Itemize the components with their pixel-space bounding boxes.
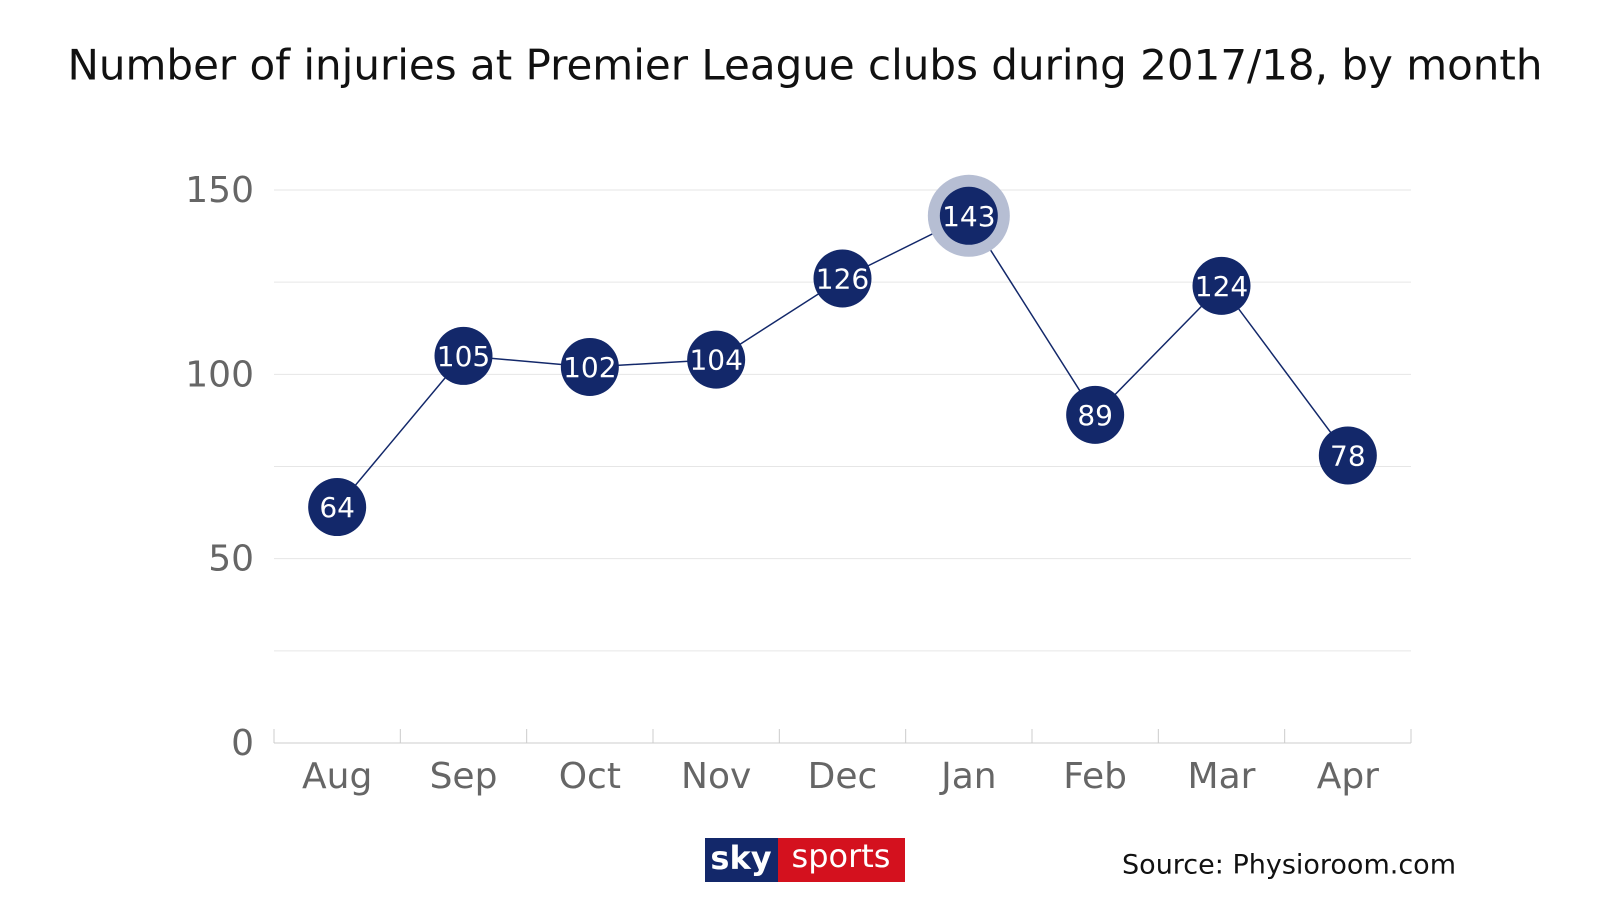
x-tick-label: Jan bbox=[939, 756, 997, 797]
x-tick-label: Mar bbox=[1188, 756, 1256, 797]
logo-left: sky bbox=[710, 839, 771, 877]
chart-title: Number of injuries at Premier League clu… bbox=[67, 41, 1542, 90]
data-label: 143 bbox=[942, 200, 995, 233]
data-label: 104 bbox=[689, 344, 742, 377]
data-label: 78 bbox=[1330, 439, 1366, 472]
point bbox=[308, 478, 367, 537]
point bbox=[560, 337, 619, 396]
point bbox=[1192, 256, 1251, 315]
y-tick-label: 50 bbox=[208, 539, 254, 580]
logo-right: sports bbox=[792, 837, 891, 875]
data-label: 89 bbox=[1077, 399, 1113, 432]
point bbox=[1318, 426, 1377, 485]
data-label: 102 bbox=[563, 351, 616, 384]
x-tick-label: Aug bbox=[302, 756, 372, 797]
x-tick-label: Sep bbox=[430, 756, 498, 797]
data-label: 126 bbox=[816, 262, 869, 295]
data-label: 105 bbox=[437, 340, 490, 373]
data-label: 124 bbox=[1195, 270, 1248, 303]
logo-right-box bbox=[778, 838, 905, 882]
logo-left-box bbox=[705, 838, 778, 882]
x-tick-label: Dec bbox=[808, 756, 878, 797]
x-tick-label: Oct bbox=[559, 756, 621, 797]
point bbox=[1066, 385, 1125, 444]
x-tick-label: Nov bbox=[681, 756, 751, 797]
point bbox=[939, 186, 998, 245]
y-tick-label: 150 bbox=[185, 170, 254, 211]
point bbox=[434, 326, 493, 385]
source: Source: Physioroom.com bbox=[1122, 850, 1456, 881]
y-tick-label: 0 bbox=[231, 723, 254, 764]
x-tick-label: Apr bbox=[1317, 756, 1379, 797]
data-label: 64 bbox=[319, 491, 355, 524]
point bbox=[813, 249, 872, 308]
point bbox=[687, 330, 746, 389]
x-tick-label: Feb bbox=[1063, 756, 1127, 797]
y-tick-label: 100 bbox=[185, 354, 254, 395]
